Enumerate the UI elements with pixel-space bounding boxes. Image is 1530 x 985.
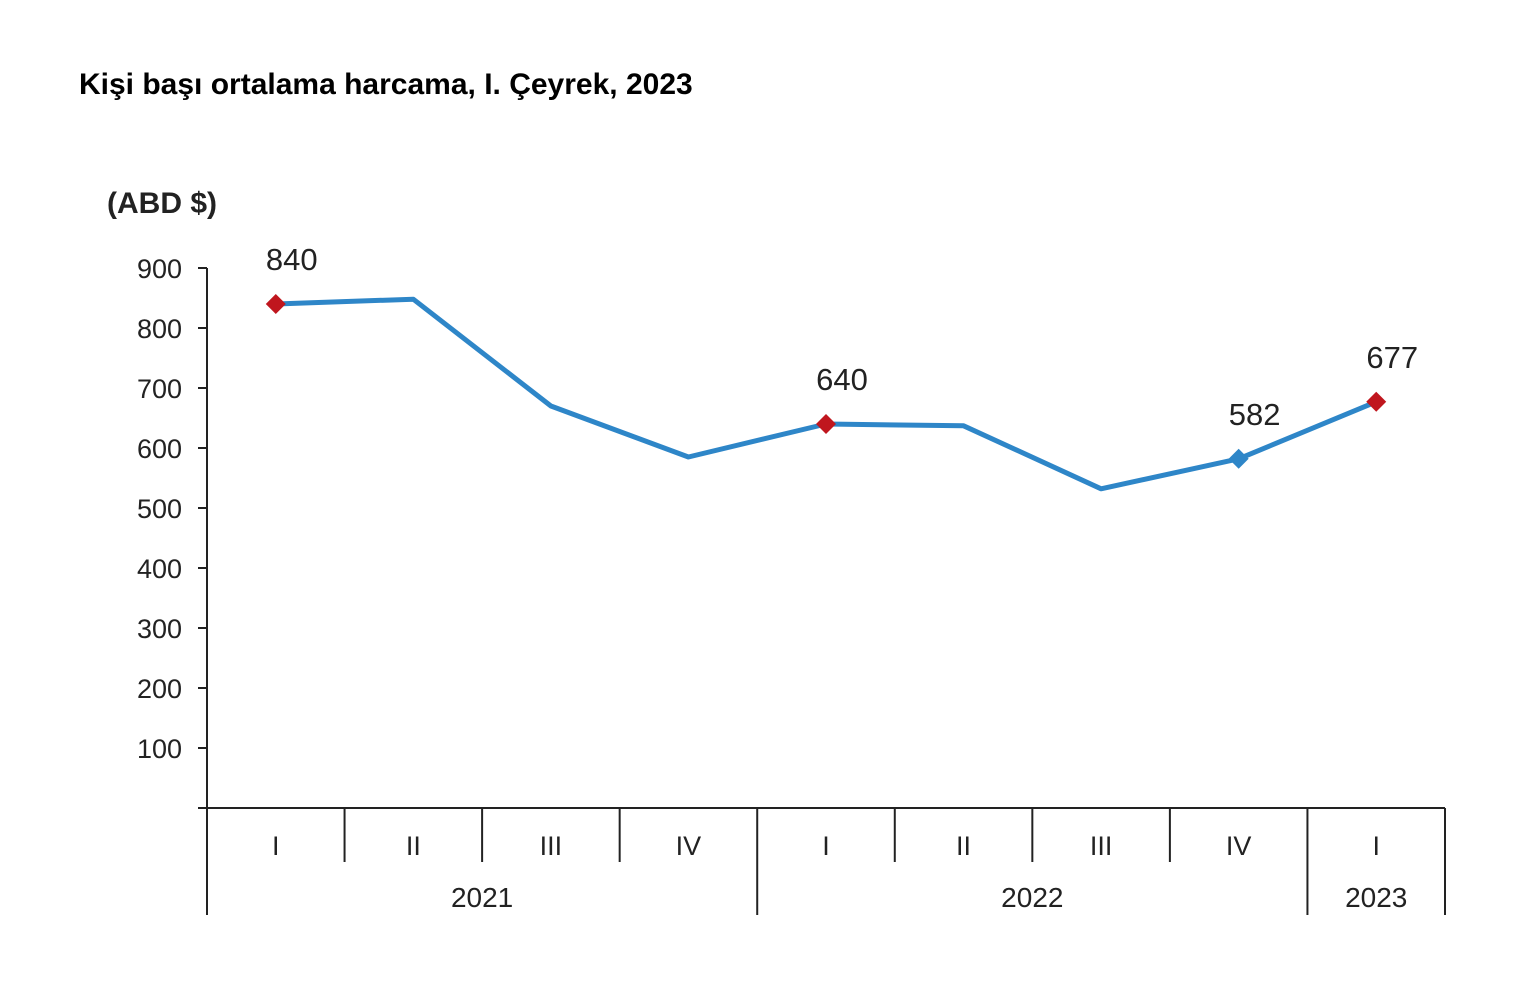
x-tick-label: I (822, 831, 830, 861)
y-tick-label: 800 (137, 314, 182, 344)
y-tick-label: 600 (137, 434, 182, 464)
y-tick-label: 300 (137, 614, 182, 644)
x-tick-label: III (540, 831, 563, 861)
data-label: 582 (1229, 397, 1281, 432)
data-point-marker (265, 294, 286, 314)
y-tick-label: 200 (137, 674, 182, 704)
data-label: 840 (266, 242, 318, 277)
y-tick-label: 700 (137, 374, 182, 404)
y-axis-label: (ABD $) (107, 187, 217, 220)
y-tick-label: 100 (137, 734, 182, 764)
x-tick-label: III (1090, 831, 1113, 861)
group-label: 2022 (1001, 882, 1063, 913)
x-tick-label: I (1372, 831, 1380, 861)
x-tick-label: II (406, 831, 421, 861)
x-tick-label: II (956, 831, 971, 861)
marker-layer: 840 640 582 677 (265, 242, 1418, 469)
data-point-marker (1366, 391, 1387, 412)
x-tick-label: IV (1226, 831, 1252, 861)
group-label: 2021 (451, 882, 513, 913)
data-label: 640 (816, 362, 868, 397)
data-label: 677 (1366, 340, 1418, 375)
x-tick-label: I (272, 831, 280, 861)
x-tick-label: IV (676, 831, 702, 861)
y-tick-label: 500 (137, 494, 182, 524)
y-tick-label: 400 (137, 554, 182, 584)
page-title: Kişi başı ortalama harcama, I. Çeyrek, 2… (79, 68, 693, 101)
group-label: 2023 (1345, 882, 1407, 913)
y-tick-label: 900 (137, 254, 182, 284)
data-point-marker (816, 414, 836, 434)
data-point-marker (1228, 448, 1249, 469)
